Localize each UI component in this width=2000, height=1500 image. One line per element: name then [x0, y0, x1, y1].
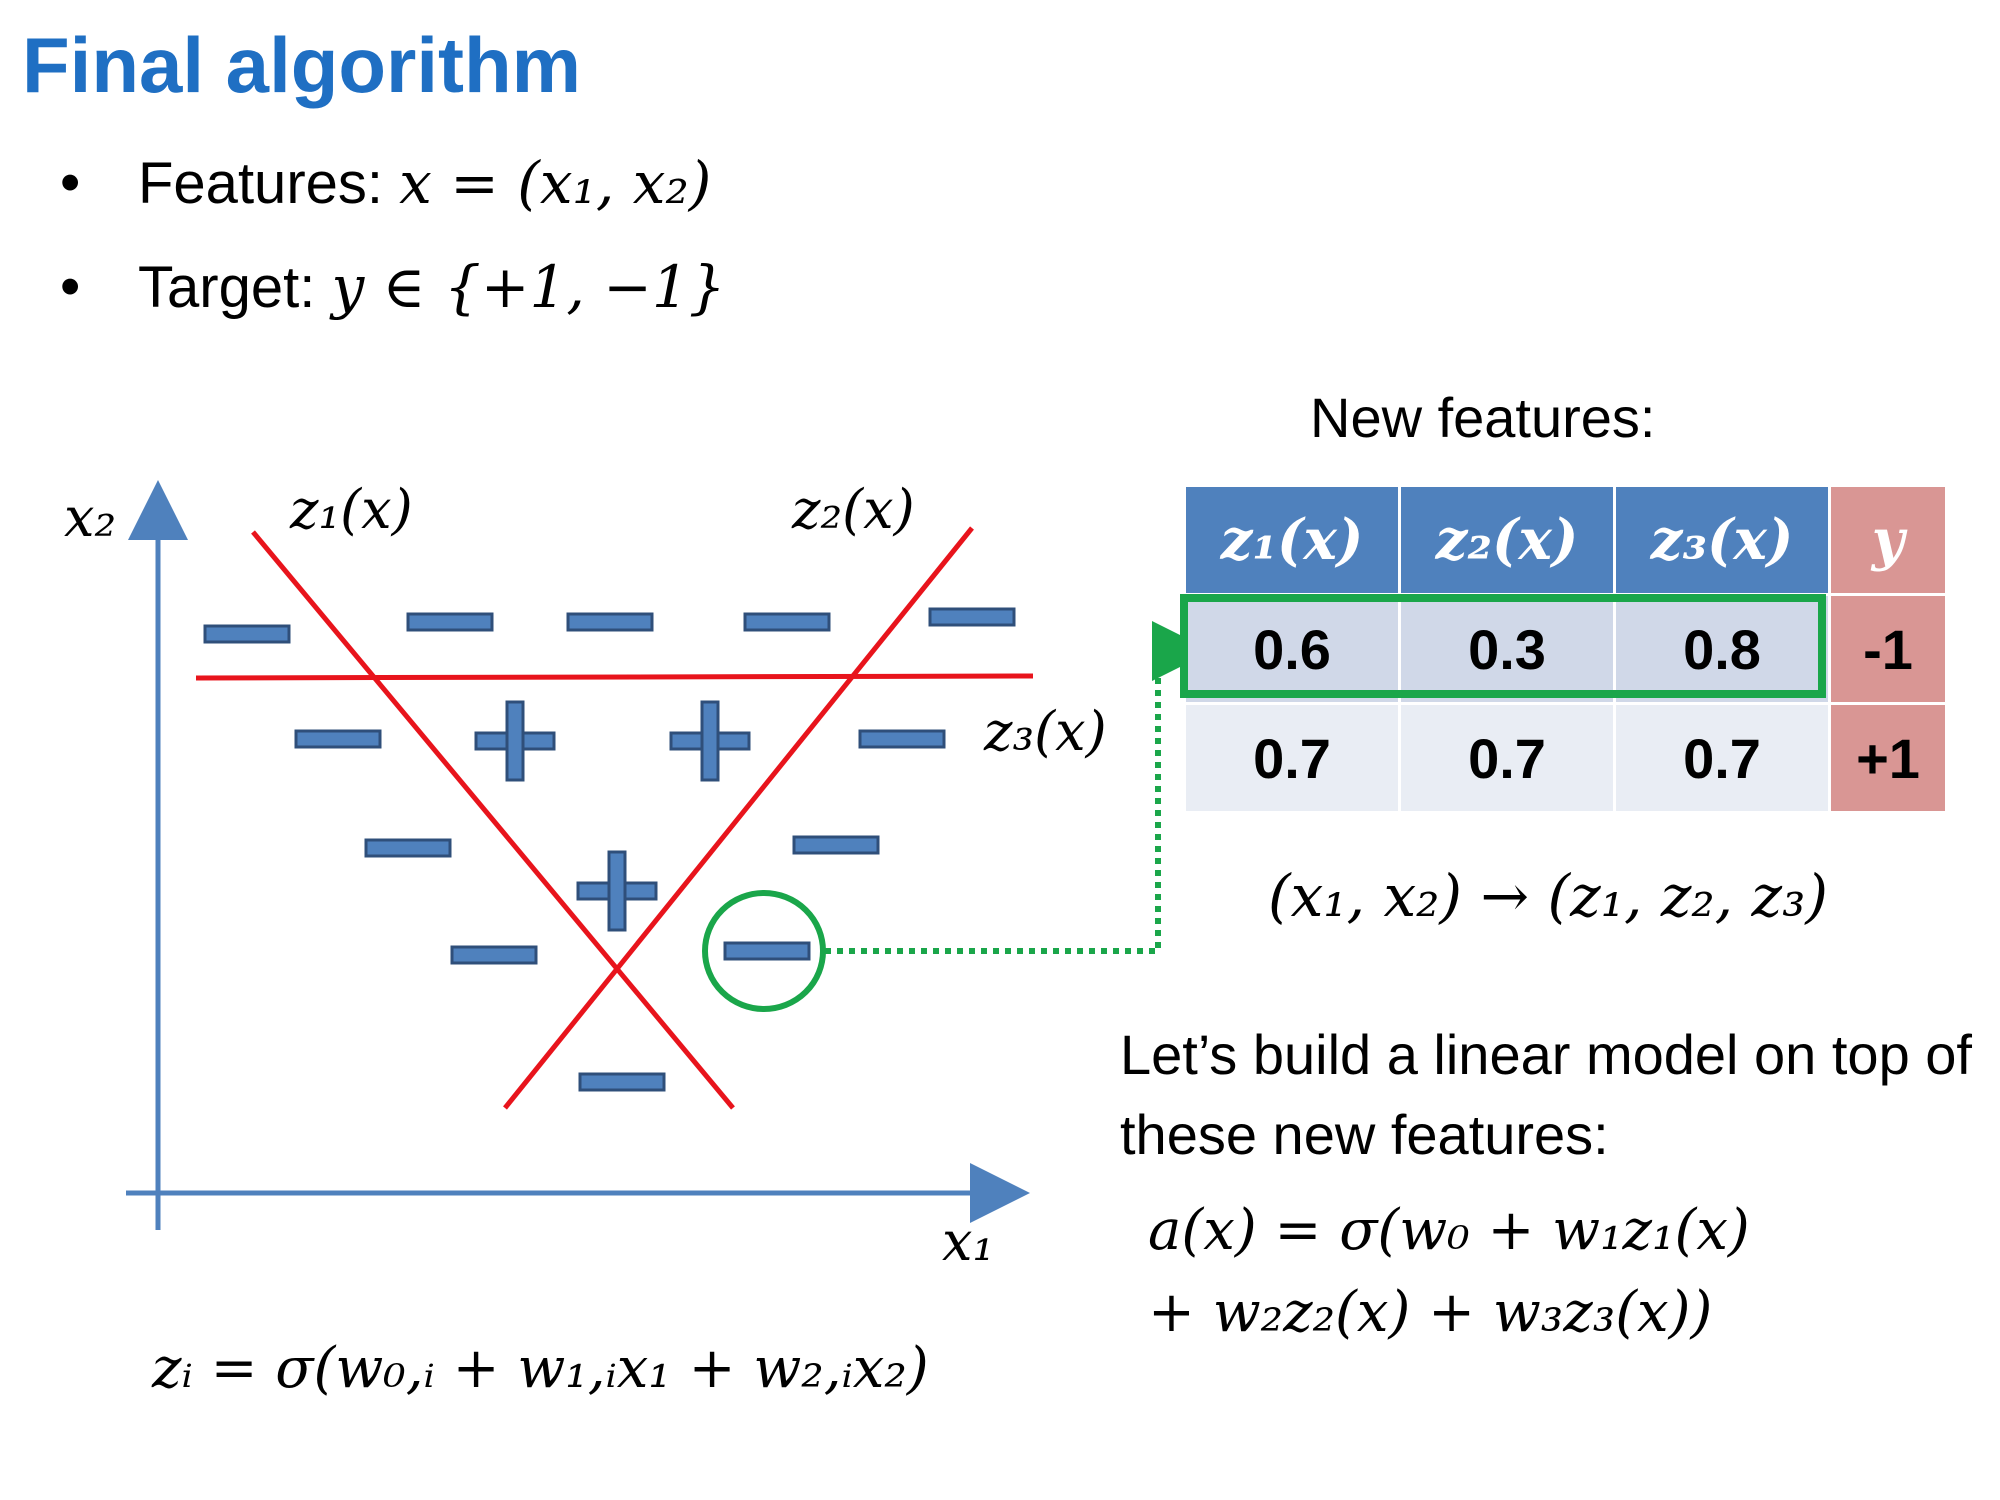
feature-mapping: (x₁, x₂) → (z₁, z₂, z₃) — [1268, 862, 1828, 930]
minus-mark — [566, 612, 654, 632]
neuron-formula: zᵢ = σ(w₀,ᵢ + w₁,ᵢx₁ + w₂,ᵢx₂) — [152, 1336, 929, 1401]
table-cell: 0.7 — [1401, 705, 1613, 811]
line-z1-label: z₁(x) — [290, 478, 413, 541]
plus-mark — [576, 850, 658, 932]
table-cell: 0.7 — [1616, 705, 1828, 811]
line-z2 — [503, 526, 974, 1110]
axis-x-label: x₁ — [942, 1210, 995, 1273]
minus-mark — [450, 945, 538, 965]
plus-mark — [474, 700, 556, 782]
minus-mark — [792, 835, 880, 855]
line-z3-label: z₃(x) — [984, 700, 1107, 763]
minus-mark — [578, 1072, 666, 1092]
minus-mark — [858, 729, 946, 749]
model-description: Let’s build a linear model on top of the… — [1120, 1023, 1972, 1166]
features-table: z₁(x) z₂(x) z₃(x) y 0.6 0.3 0.8 -1 0.7 0… — [1183, 484, 1948, 814]
table-row: 0.6 0.3 0.8 -1 — [1186, 596, 1945, 702]
table-cell: 0.3 — [1401, 596, 1613, 702]
minus-mark — [203, 624, 291, 644]
minus-mark — [294, 729, 382, 749]
table-cell-y: +1 — [1831, 705, 1945, 811]
new-features-label: New features: — [1310, 386, 1656, 449]
bullet-target-math: y ∈ {+1, −1} — [331, 253, 726, 321]
minus-mark — [364, 838, 452, 858]
dotted-connector — [825, 621, 1212, 954]
minus-mark — [928, 607, 1016, 627]
bullet-features-math: x = (x₁, x₂) — [399, 149, 712, 217]
bullet-dot: • — [60, 150, 81, 215]
table-row: 0.7 0.7 0.7 +1 — [1186, 705, 1945, 811]
line-z2-label: z₂(x) — [792, 478, 915, 541]
minus-mark — [743, 612, 831, 632]
header-z1: z₁(x) — [1186, 487, 1398, 593]
header-z3: z₃(x) — [1616, 487, 1828, 593]
table-header-row: z₁(x) z₂(x) z₃(x) y — [1186, 487, 1945, 593]
bullet-target-label: Target: — [138, 255, 316, 320]
highlight-circle — [702, 890, 826, 1012]
header-y: y — [1831, 487, 1945, 593]
header-z2: z₂(x) — [1401, 487, 1613, 593]
table-cell: 0.7 — [1186, 705, 1398, 811]
table-cell-y: -1 — [1831, 596, 1945, 702]
model-formula-line2: + w₂z₂(x) + w₃z₃(x)) — [1148, 1280, 1713, 1345]
minus-mark — [723, 941, 811, 961]
row-highlight — [1180, 594, 1826, 698]
table-cell: 0.6 — [1186, 596, 1398, 702]
bullet-features-label: Features: — [138, 151, 383, 216]
line-z3 — [195, 673, 1034, 681]
table-cell: 0.8 — [1616, 596, 1828, 702]
plus-mark — [669, 700, 751, 782]
line-z1 — [251, 530, 735, 1110]
model-formula-line1: a(x) = σ(w₀ + w₁z₁(x) — [1148, 1198, 1750, 1263]
slide-title: Final algorithm — [22, 21, 582, 109]
axis-y-label: x₂ — [64, 486, 117, 549]
bullet-dot: • — [60, 254, 81, 319]
minus-mark — [406, 612, 494, 632]
